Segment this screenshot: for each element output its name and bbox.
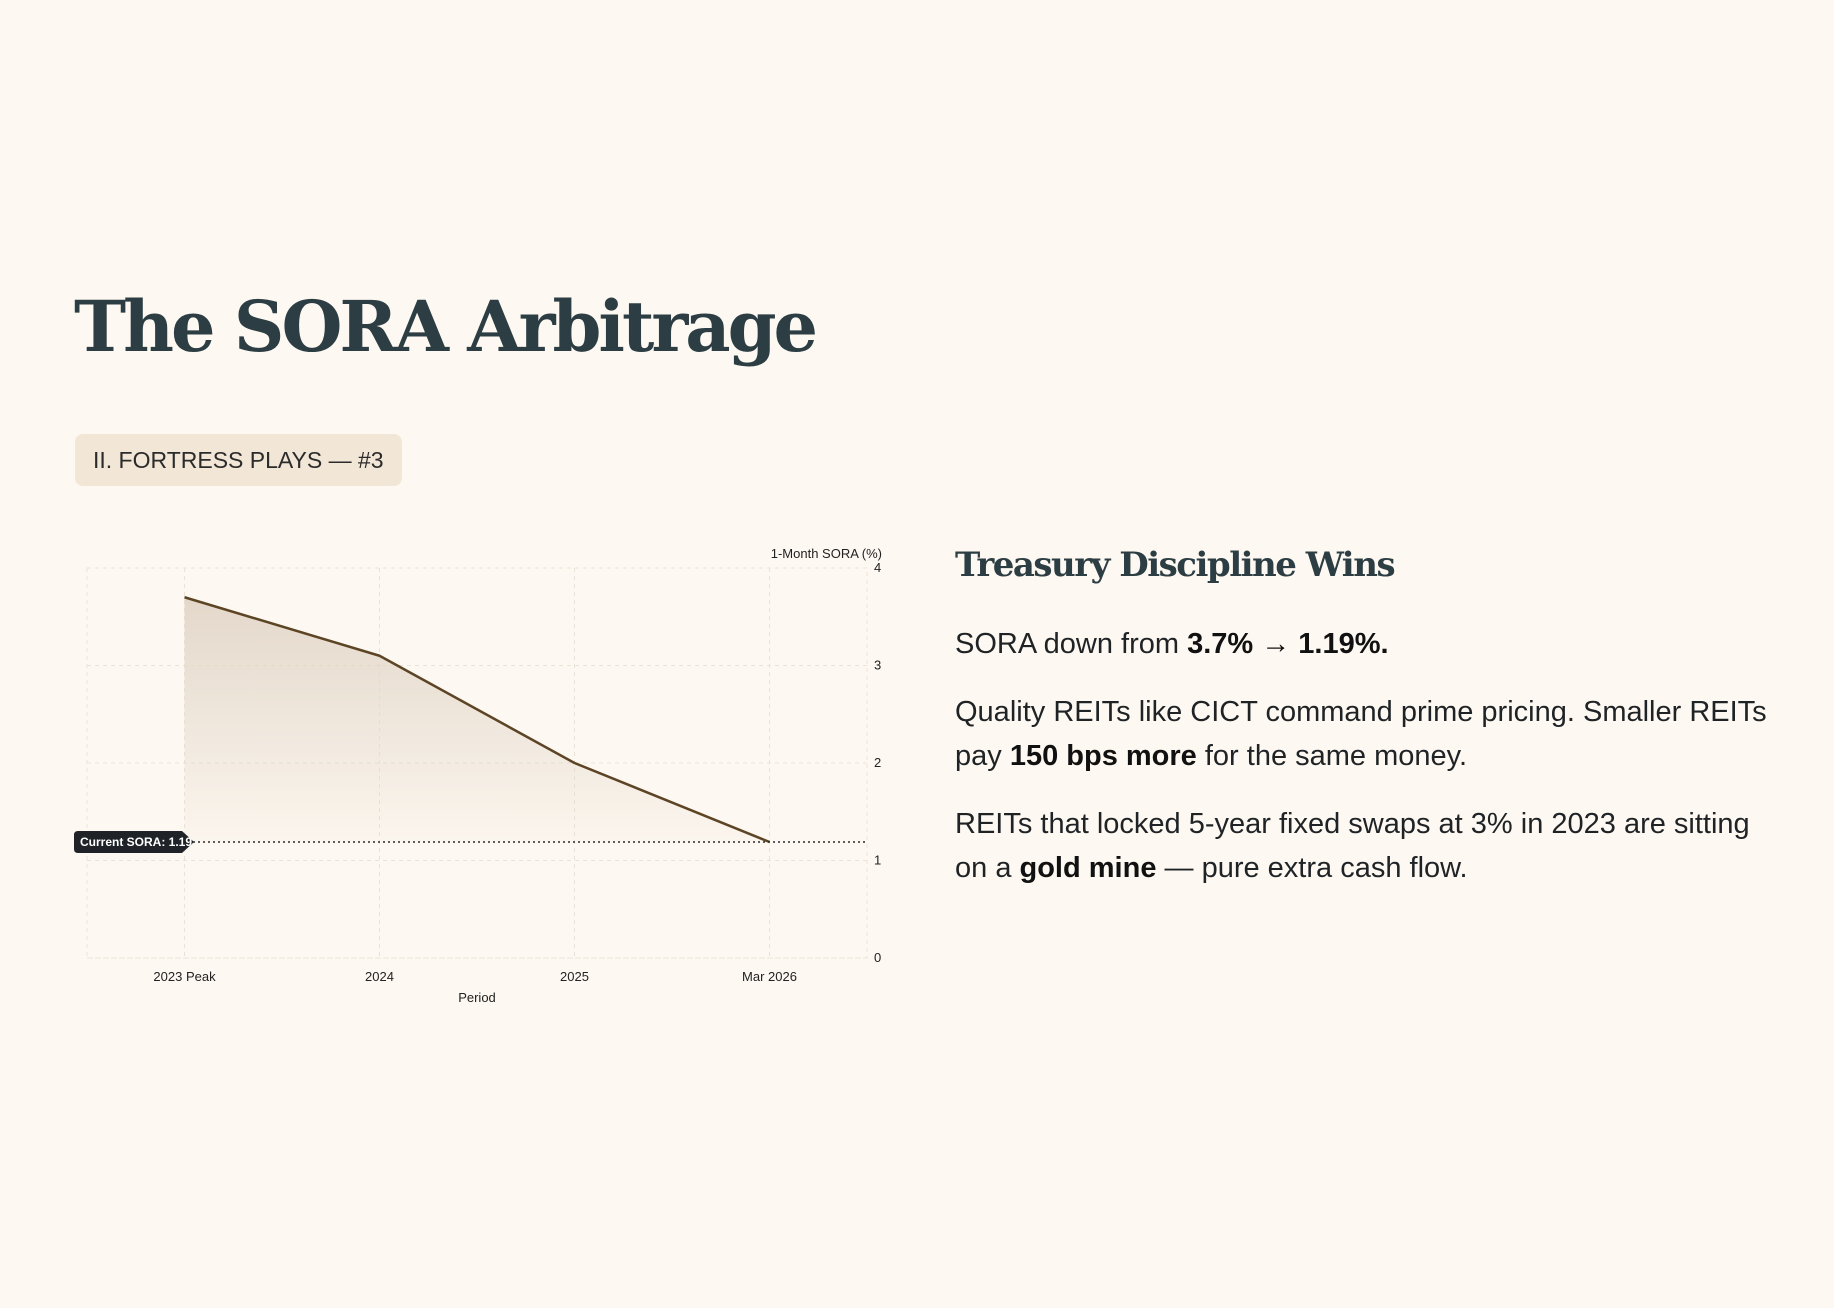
series-line xyxy=(184,596,770,844)
y-tick-label: 2 xyxy=(874,755,881,770)
sora-chart: Current SORA: 1.19 2023 Peak 2024 2025 Mar … xyxy=(74,546,882,1005)
paragraph-pricing: Quality REITs like CICT command prime pr… xyxy=(955,696,1767,772)
section-badge: II. FORTRESS PLAYS — #3 xyxy=(75,434,402,486)
highlight-bps: 150 bps more xyxy=(1009,740,1197,772)
current-sora-marker: Current SORA: 1.19 xyxy=(74,830,194,853)
insight-panel: Treasury Discipline Wins SORA down from … xyxy=(955,540,1775,914)
y-tick-label: 3 xyxy=(874,658,881,673)
area-fill xyxy=(184,597,770,842)
paragraph-sora-drop: SORA down from 3.7% → 1.19%. xyxy=(955,628,1389,660)
x-axis-label: Period xyxy=(458,990,496,1005)
x-tick-label: 2024 xyxy=(365,969,394,984)
x-ticks: 2023 Peak 2024 2025 Mar 2026 xyxy=(153,969,797,984)
current-sora-tag xyxy=(74,830,194,853)
x-tick-label: Mar 2026 xyxy=(742,969,797,984)
y-tick-label: 0 xyxy=(874,950,881,965)
page-title: The SORA Arbitrage xyxy=(74,285,818,368)
paragraph-swaps: REITs that locked 5-year fixed swaps at … xyxy=(955,808,1750,884)
highlight-gold-mine: gold mine xyxy=(1019,852,1157,884)
y-axis-label: 1-Month SORA (%) xyxy=(771,546,882,561)
x-tick-label: 2025 xyxy=(560,969,589,984)
highlight-sora-change: 3.7% → 1.19%. xyxy=(1187,628,1389,660)
x-tick-label: 2023 Peak xyxy=(153,969,216,984)
y-tick-label: 1 xyxy=(874,853,881,868)
y-tick-label: 4 xyxy=(874,560,881,575)
panel-heading: Treasury Discipline Wins xyxy=(955,545,1396,585)
current-sora-label: Current SORA: 1.19 xyxy=(80,835,192,849)
y-ticks: 0 1 2 3 4 xyxy=(874,560,881,965)
